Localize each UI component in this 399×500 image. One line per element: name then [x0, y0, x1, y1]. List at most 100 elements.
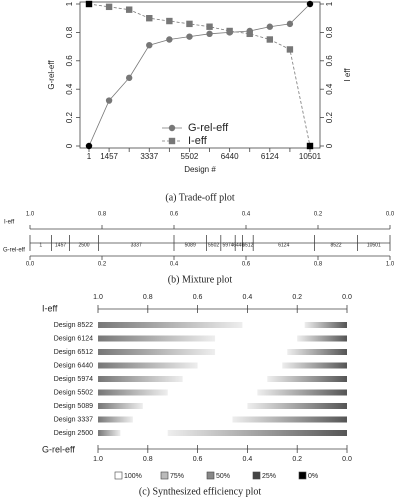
- segment-label: 1: [39, 242, 42, 248]
- segment-label: 1457: [55, 242, 66, 248]
- bottom-tick-label: 1.0: [386, 262, 395, 268]
- bottom-tick-label: 1.0: [93, 456, 103, 463]
- bottom-tick-label: 0.6: [242, 262, 251, 268]
- point: [246, 30, 253, 38]
- point: [85, 0, 93, 8]
- left-bar: [98, 362, 198, 369]
- x-tick-label: 6124: [261, 152, 279, 161]
- row-label: Design 6512: [54, 349, 93, 356]
- y-tick-label: 0.2: [65, 111, 74, 123]
- left-bar: [98, 376, 183, 382]
- legend-label: 75%: [170, 473, 184, 480]
- segment-label: 2500: [78, 242, 89, 248]
- y-tick-label: 0.8: [65, 26, 74, 38]
- y2-tick-label: 0.8: [325, 26, 334, 38]
- row-label: Design 6124: [54, 335, 93, 342]
- series-line: [88, 3, 311, 147]
- y2-tick-label: 0.4: [325, 83, 334, 95]
- left-bar: [98, 335, 216, 342]
- left-bar: [98, 416, 133, 423]
- y-tick-label: 0.4: [65, 83, 74, 95]
- bottom-tick-label: 0.8: [143, 456, 153, 463]
- top-axis-label: I-eff: [42, 303, 58, 313]
- bottom-tick-label: 0.0: [342, 456, 352, 463]
- y2-tick-label: 0.6: [325, 55, 334, 67]
- bottom-tick-label: 0.2: [292, 456, 302, 463]
- y2-tick-label: 0.2: [325, 111, 334, 123]
- top-tick-label: 0.2: [314, 212, 323, 218]
- right-bar: [304, 322, 347, 328]
- segment-label: 5502: [208, 242, 219, 248]
- point: [286, 20, 294, 28]
- segment-label: 10501: [367, 242, 381, 248]
- left-bar: [98, 349, 216, 355]
- segment-label: 6124: [278, 242, 289, 248]
- bottom-tick-label: 0.4: [170, 262, 179, 268]
- point: [105, 97, 113, 104]
- legend-swatch: [206, 471, 215, 480]
- row-label: Design 5502: [54, 389, 93, 396]
- top-tick-label: 0.0: [386, 212, 395, 218]
- y-tick-label: 1: [65, 1, 74, 6]
- bottom-tick-label: 0.0: [26, 262, 35, 268]
- row-label: Design 8522: [54, 322, 93, 329]
- legend-label: I-eff: [188, 135, 208, 147]
- left-bar: [98, 322, 243, 328]
- left-bar: [98, 403, 143, 409]
- legend-swatch: [298, 471, 307, 480]
- x-tick-label: 10501: [299, 152, 322, 161]
- legend-label: 100%: [124, 473, 142, 480]
- x-tick-label: 3337: [140, 152, 158, 161]
- point: [166, 17, 173, 25]
- point: [105, 3, 113, 11]
- legend-swatch: [160, 471, 169, 480]
- row-label: Design 6440: [54, 362, 93, 369]
- point: [186, 33, 193, 40]
- y-tick-label: 0: [65, 143, 74, 148]
- row-label: Design 5974: [54, 376, 93, 383]
- top-tick-label: 0.2: [292, 294, 302, 301]
- caption: (b) Mixture plot: [168, 274, 233, 285]
- segment-label: 6440: [233, 242, 244, 248]
- x-tick-label: 1: [87, 152, 92, 161]
- point: [306, 142, 314, 150]
- y-tick-label: 0.6: [65, 55, 74, 67]
- top-tick-label: 0.4: [242, 212, 251, 218]
- point: [166, 36, 173, 43]
- point: [306, 0, 314, 8]
- bottom-tick-label: 0.4: [243, 456, 253, 463]
- top-tick-label: 0.8: [143, 294, 153, 301]
- bottom-tick-label: 0.8: [314, 262, 323, 268]
- legend-label: G-rel-eff: [188, 122, 229, 134]
- right-bar: [167, 430, 347, 436]
- row-label: Design 2500: [54, 430, 93, 437]
- top-axis-label: I-eff: [4, 220, 15, 226]
- point: [226, 27, 233, 35]
- bottom-axis-label: G-rel-eff: [3, 248, 25, 254]
- point: [206, 23, 213, 30]
- plot-frame: [79, 1, 321, 149]
- x-tick-label: 6440: [221, 152, 239, 161]
- right-bar: [247, 403, 347, 409]
- y2-tick-label: 0: [325, 143, 334, 148]
- point: [266, 23, 274, 30]
- point: [146, 15, 153, 22]
- point: [286, 46, 294, 53]
- point: [85, 142, 93, 150]
- caption: (c) Synthesized efficiency plot: [139, 486, 261, 497]
- bottom-tick-label: 0.6: [193, 456, 203, 463]
- right-bar: [232, 416, 347, 423]
- top-tick-label: 0.8: [98, 212, 107, 218]
- legend-swatch: [252, 471, 261, 480]
- legend-label: 25%: [262, 473, 276, 480]
- right-bar: [297, 335, 347, 342]
- row-label: Design 3337: [54, 416, 93, 423]
- top-tick-label: 0.6: [170, 212, 179, 218]
- segment-label: 5974: [222, 242, 233, 248]
- x-axis-label: Design #: [184, 165, 216, 174]
- point: [186, 20, 193, 28]
- legend-label: 0%: [308, 473, 318, 480]
- right-bar: [257, 389, 347, 396]
- bottom-tick-label: 0.2: [98, 262, 107, 268]
- point: [206, 30, 213, 38]
